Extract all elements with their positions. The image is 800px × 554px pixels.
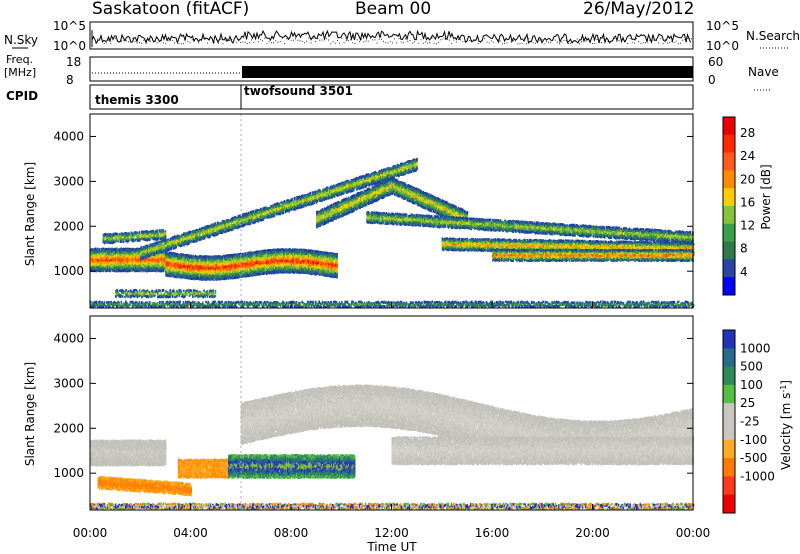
cpid-entry-twofsound: twofsound 3501	[244, 84, 353, 98]
cpid-label: CPID	[6, 89, 38, 103]
freq-label-1: Freq.	[6, 53, 33, 66]
freq-tick-top: 18	[66, 55, 81, 69]
nsky-trace	[92, 30, 692, 47]
nsky-tick-top: 10^5	[53, 19, 86, 33]
station-title: Saskatoon (fitACF)	[92, 0, 249, 19]
freq-tick-bottom: 8	[66, 73, 74, 87]
nsearch-tick-top: 10^5	[706, 19, 739, 33]
nsearch-label: N.Search	[746, 29, 800, 43]
nave-label: Nave	[748, 65, 779, 79]
cpid-entry-themis: themis 3300	[95, 93, 179, 107]
nsky-series	[92, 30, 691, 47]
nave-tick-bottom: 0	[708, 73, 716, 87]
cpid-strip-frame	[90, 85, 693, 109]
beam-title: Beam 00	[355, 0, 431, 19]
freq-label-2: [MHz]	[4, 66, 36, 79]
rti-figure: Saskatoon (fitACF) Beam 00 26/May/2012 N…	[0, 0, 800, 554]
nsky-label: N.Sky	[4, 33, 38, 47]
power-panel-bg	[90, 114, 693, 308]
nave-trace-block	[242, 66, 693, 78]
nsky-tick-bottom: 10^0	[53, 39, 86, 53]
date-title: 26/May/2012	[583, 0, 695, 19]
nave-tick-top: 60	[708, 55, 723, 69]
nsearch-tick-bottom: 10^0	[706, 39, 739, 53]
